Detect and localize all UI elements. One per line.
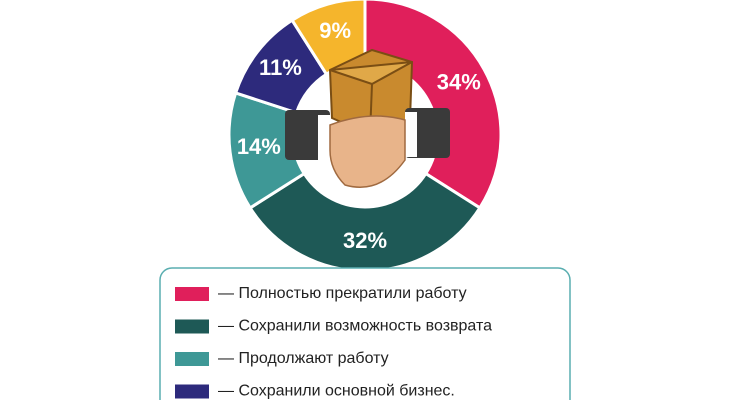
slice-label: 32% [343,228,387,253]
legend-label: — Сохранили основной бизнес. [218,383,455,400]
slice-label: 9% [319,18,351,43]
slice-label: 34% [437,69,481,94]
legend-label: — Сохранили возможность возврата [218,318,492,335]
legend-swatch [175,384,209,399]
legend-swatch [175,287,209,301]
legend-swatch [175,319,209,334]
legend-label: — Продолжают работу [218,350,389,367]
donut-slice [363,0,503,210]
handshake-illustration [285,48,450,188]
legend-swatch [175,352,209,366]
slice-label: 11% [259,55,302,80]
donut-slice [248,171,482,273]
legend-label: — Полностью прекратили работу [218,285,467,302]
legend-box [159,267,571,400]
slice-label: 14% [237,134,281,159]
